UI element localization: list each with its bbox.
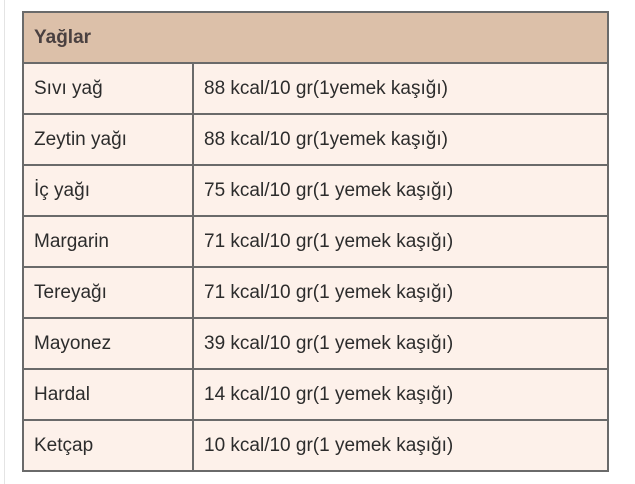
table-row: Sıvı yağ 88 kcal/10 gr(1yemek kaşığı)	[22, 62, 609, 115]
calorie-value: 71 kcal/10 gr(1 yemek kaşığı)	[192, 215, 609, 268]
food-name: Zeytin yağı	[22, 113, 194, 166]
table-row: Hardal 14 kcal/10 gr(1 yemek kaşığı)	[22, 368, 609, 421]
table-row: Zeytin yağı 88 kcal/10 gr(1yemek kaşığı)	[22, 113, 609, 166]
table-row: Tereyağı 71 kcal/10 gr(1 yemek kaşığı)	[22, 266, 609, 319]
food-name: Tereyağı	[22, 266, 194, 319]
food-name: İç yağı	[22, 164, 194, 217]
calorie-value: 71 kcal/10 gr(1 yemek kaşığı)	[192, 266, 609, 319]
food-name: Ketçap	[22, 419, 194, 472]
calorie-table: Yağlar Sıvı yağ 88 kcal/10 gr(1yemek kaşı…	[22, 11, 609, 472]
food-name: Sıvı yağ	[22, 62, 194, 115]
table-header: Yağlar	[22, 11, 609, 64]
calorie-value: 88 kcal/10 gr(1yemek kaşığı)	[192, 62, 609, 115]
calorie-value: 10 kcal/10 gr(1 yemek kaşığı)	[192, 419, 609, 472]
calorie-value: 39 kcal/10 gr(1 yemek kaşığı)	[192, 317, 609, 370]
table-row: İç yağı 75 kcal/10 gr(1 yemek kaşığı)	[22, 164, 609, 217]
food-name: Margarin	[22, 215, 194, 268]
calorie-value: 75 kcal/10 gr(1 yemek kaşığı)	[192, 164, 609, 217]
page-left-border	[4, 0, 5, 484]
food-name: Mayonez	[22, 317, 194, 370]
calorie-value: 14 kcal/10 gr(1 yemek kaşığı)	[192, 368, 609, 421]
table-row: Margarin 71 kcal/10 gr(1 yemek kaşığı)	[22, 215, 609, 268]
calorie-value: 88 kcal/10 gr(1yemek kaşığı)	[192, 113, 609, 166]
table-row: Ketçap 10 kcal/10 gr(1 yemek kaşığı)	[22, 419, 609, 472]
table-row: Mayonez 39 kcal/10 gr(1 yemek kaşığı)	[22, 317, 609, 370]
table-header-row: Yağlar	[22, 11, 609, 64]
food-name: Hardal	[22, 368, 194, 421]
